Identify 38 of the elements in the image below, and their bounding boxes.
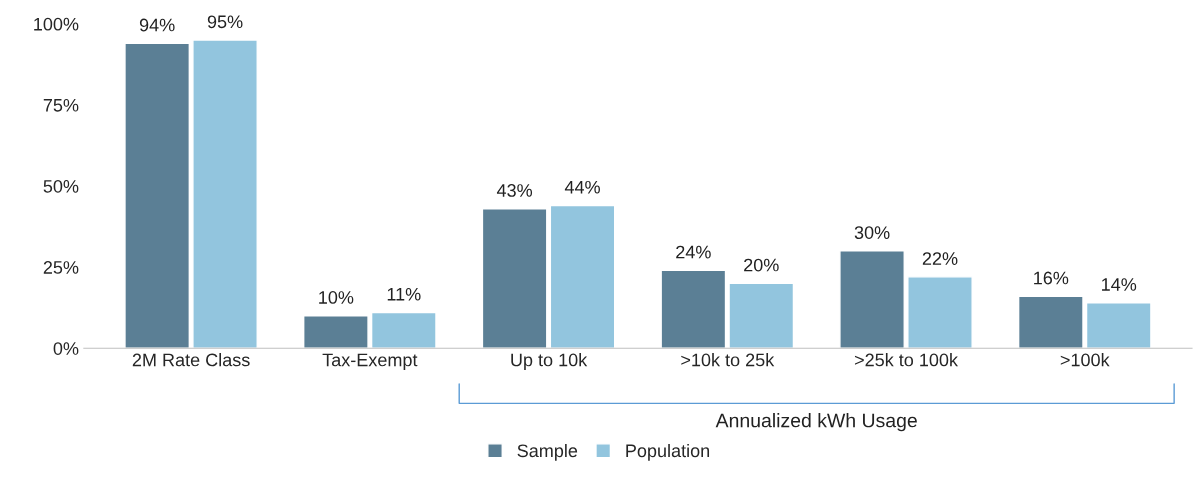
data-label: 20%: [744, 258, 779, 272]
data-label: 16%: [1034, 271, 1069, 285]
data-label: 94%: [139, 18, 175, 32]
data-label: 10%: [319, 291, 354, 304]
bar: [192, 39, 258, 349]
bar: [370, 311, 437, 349]
y-tick-label: 100%: [34, 17, 79, 31]
data-label: 44%: [564, 180, 600, 194]
legend-label: Population: [626, 443, 710, 461]
data-label: 95%: [207, 15, 243, 29]
data-label: 43%: [496, 184, 533, 197]
bar: [124, 42, 191, 349]
bar: [1017, 295, 1084, 349]
bar: [303, 315, 369, 349]
data-label: 11%: [387, 287, 421, 301]
y-tick-label: 25%: [43, 261, 79, 274]
y-tick-label: 50%: [43, 179, 79, 193]
x-tick-label: Tax-Exempt: [322, 353, 418, 370]
y-tick-label: 75%: [43, 98, 79, 112]
x-tick-label: Up to 10k: [511, 353, 588, 370]
text: Annualized kWh Usage: [715, 413, 917, 432]
bar: [481, 208, 548, 349]
data-label: 14%: [1102, 278, 1137, 291]
x-tick-label: 2M Rate Class: [132, 353, 250, 367]
bar: [907, 276, 973, 349]
y-tick-label: 0%: [53, 342, 79, 355]
legend-label: Sample: [517, 443, 578, 461]
x-tick-label: >10k to 25k: [681, 353, 775, 367]
bar: [549, 204, 616, 349]
bar: [660, 269, 727, 349]
bar: [728, 282, 795, 349]
data-label: 22%: [922, 252, 958, 265]
bar: [839, 250, 905, 349]
data-label: 24%: [676, 245, 711, 259]
x-tick-label: >100k: [1060, 353, 1110, 367]
x-tick-label: >25k to 100k: [854, 353, 959, 367]
bar: [1085, 302, 1152, 349]
data-label: 30%: [854, 226, 890, 239]
